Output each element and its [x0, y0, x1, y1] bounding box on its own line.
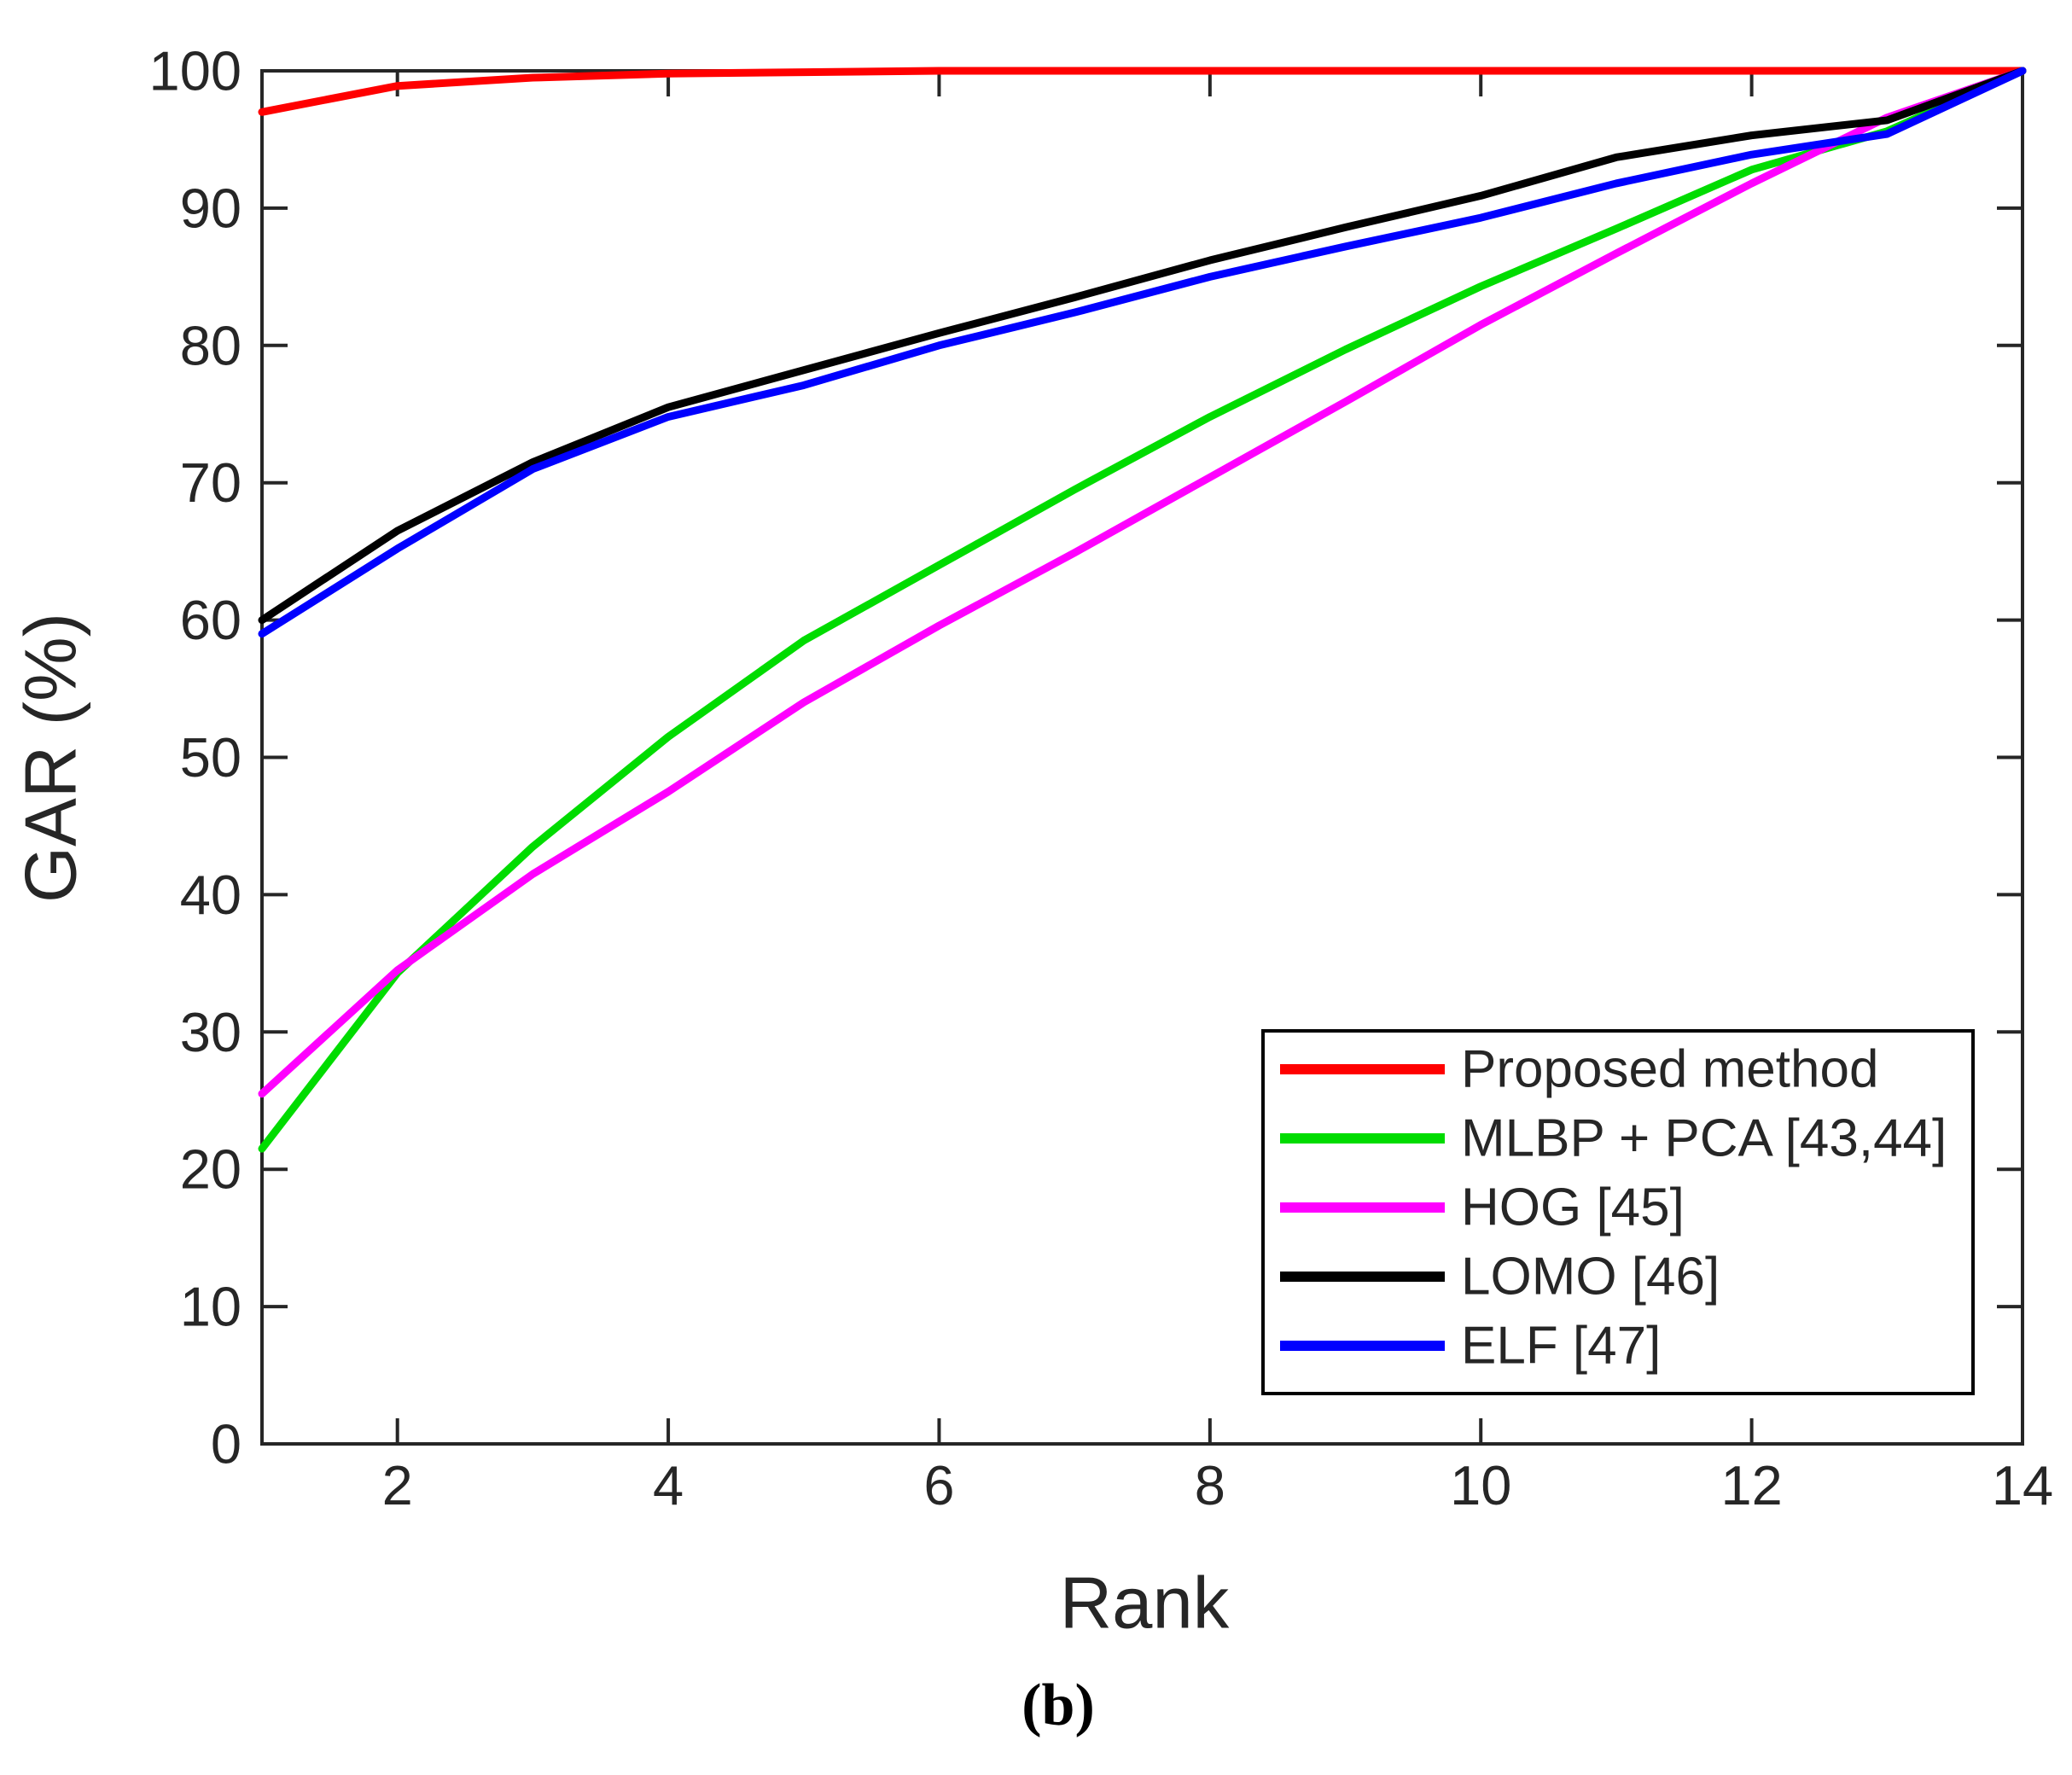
- axes-layer: 2 4 6 8 10 12 14 0 10 20 30 40 50 60 70 80 90 100: [149, 40, 2054, 1517]
- y-tick-label: 30: [180, 1001, 242, 1063]
- legend-label: MLBP + PCA [43,44]: [1461, 1109, 1947, 1168]
- x-axis-title: Rank: [1060, 1563, 1230, 1644]
- x-tick-label: 8: [1195, 1454, 1225, 1516]
- x-tick-label: 2: [382, 1454, 413, 1516]
- y-tick-label: 80: [180, 314, 242, 376]
- series-line-proposed-method: [258, 67, 2027, 116]
- legend-label: ELF [47]: [1461, 1317, 1661, 1376]
- x-tick-label: 6: [923, 1454, 954, 1516]
- x-tick-label: 14: [1992, 1454, 2053, 1516]
- legend-label: LOMO [46]: [1461, 1248, 1720, 1307]
- y-tick-label: 50: [180, 726, 242, 789]
- x-tick-label: 12: [1720, 1454, 1782, 1516]
- figure-caption: (b): [1021, 1673, 1095, 1738]
- y-tick-label: 40: [180, 864, 242, 926]
- y-tick-label: 70: [180, 451, 242, 514]
- series-line-elf-47: [258, 67, 2027, 638]
- x-tick-label: 4: [653, 1454, 684, 1516]
- series-line-mlbp-pca-43-44: [258, 67, 2027, 1153]
- y-tick-label: 60: [180, 589, 242, 651]
- legend: Proposed method MLBP + PCA [43,44] HOG [45…: [1261, 1029, 1975, 1395]
- y-axis-title: GAR (%): [10, 613, 91, 903]
- legend-label: HOG [45]: [1461, 1178, 1685, 1237]
- series-line-lomo-46: [258, 67, 2027, 625]
- y-tick-label: 100: [149, 40, 242, 102]
- series-line-hog-45: [258, 67, 2027, 1098]
- y-tick-label: 0: [211, 1413, 242, 1475]
- y-tick-label: 90: [180, 177, 242, 239]
- x-tick-label: 10: [1450, 1454, 1511, 1516]
- series-layer: [258, 67, 2027, 1153]
- y-tick-label: 20: [180, 1138, 242, 1201]
- legend-label: Proposed method: [1461, 1040, 1878, 1099]
- y-tick-label: 10: [180, 1276, 242, 1338]
